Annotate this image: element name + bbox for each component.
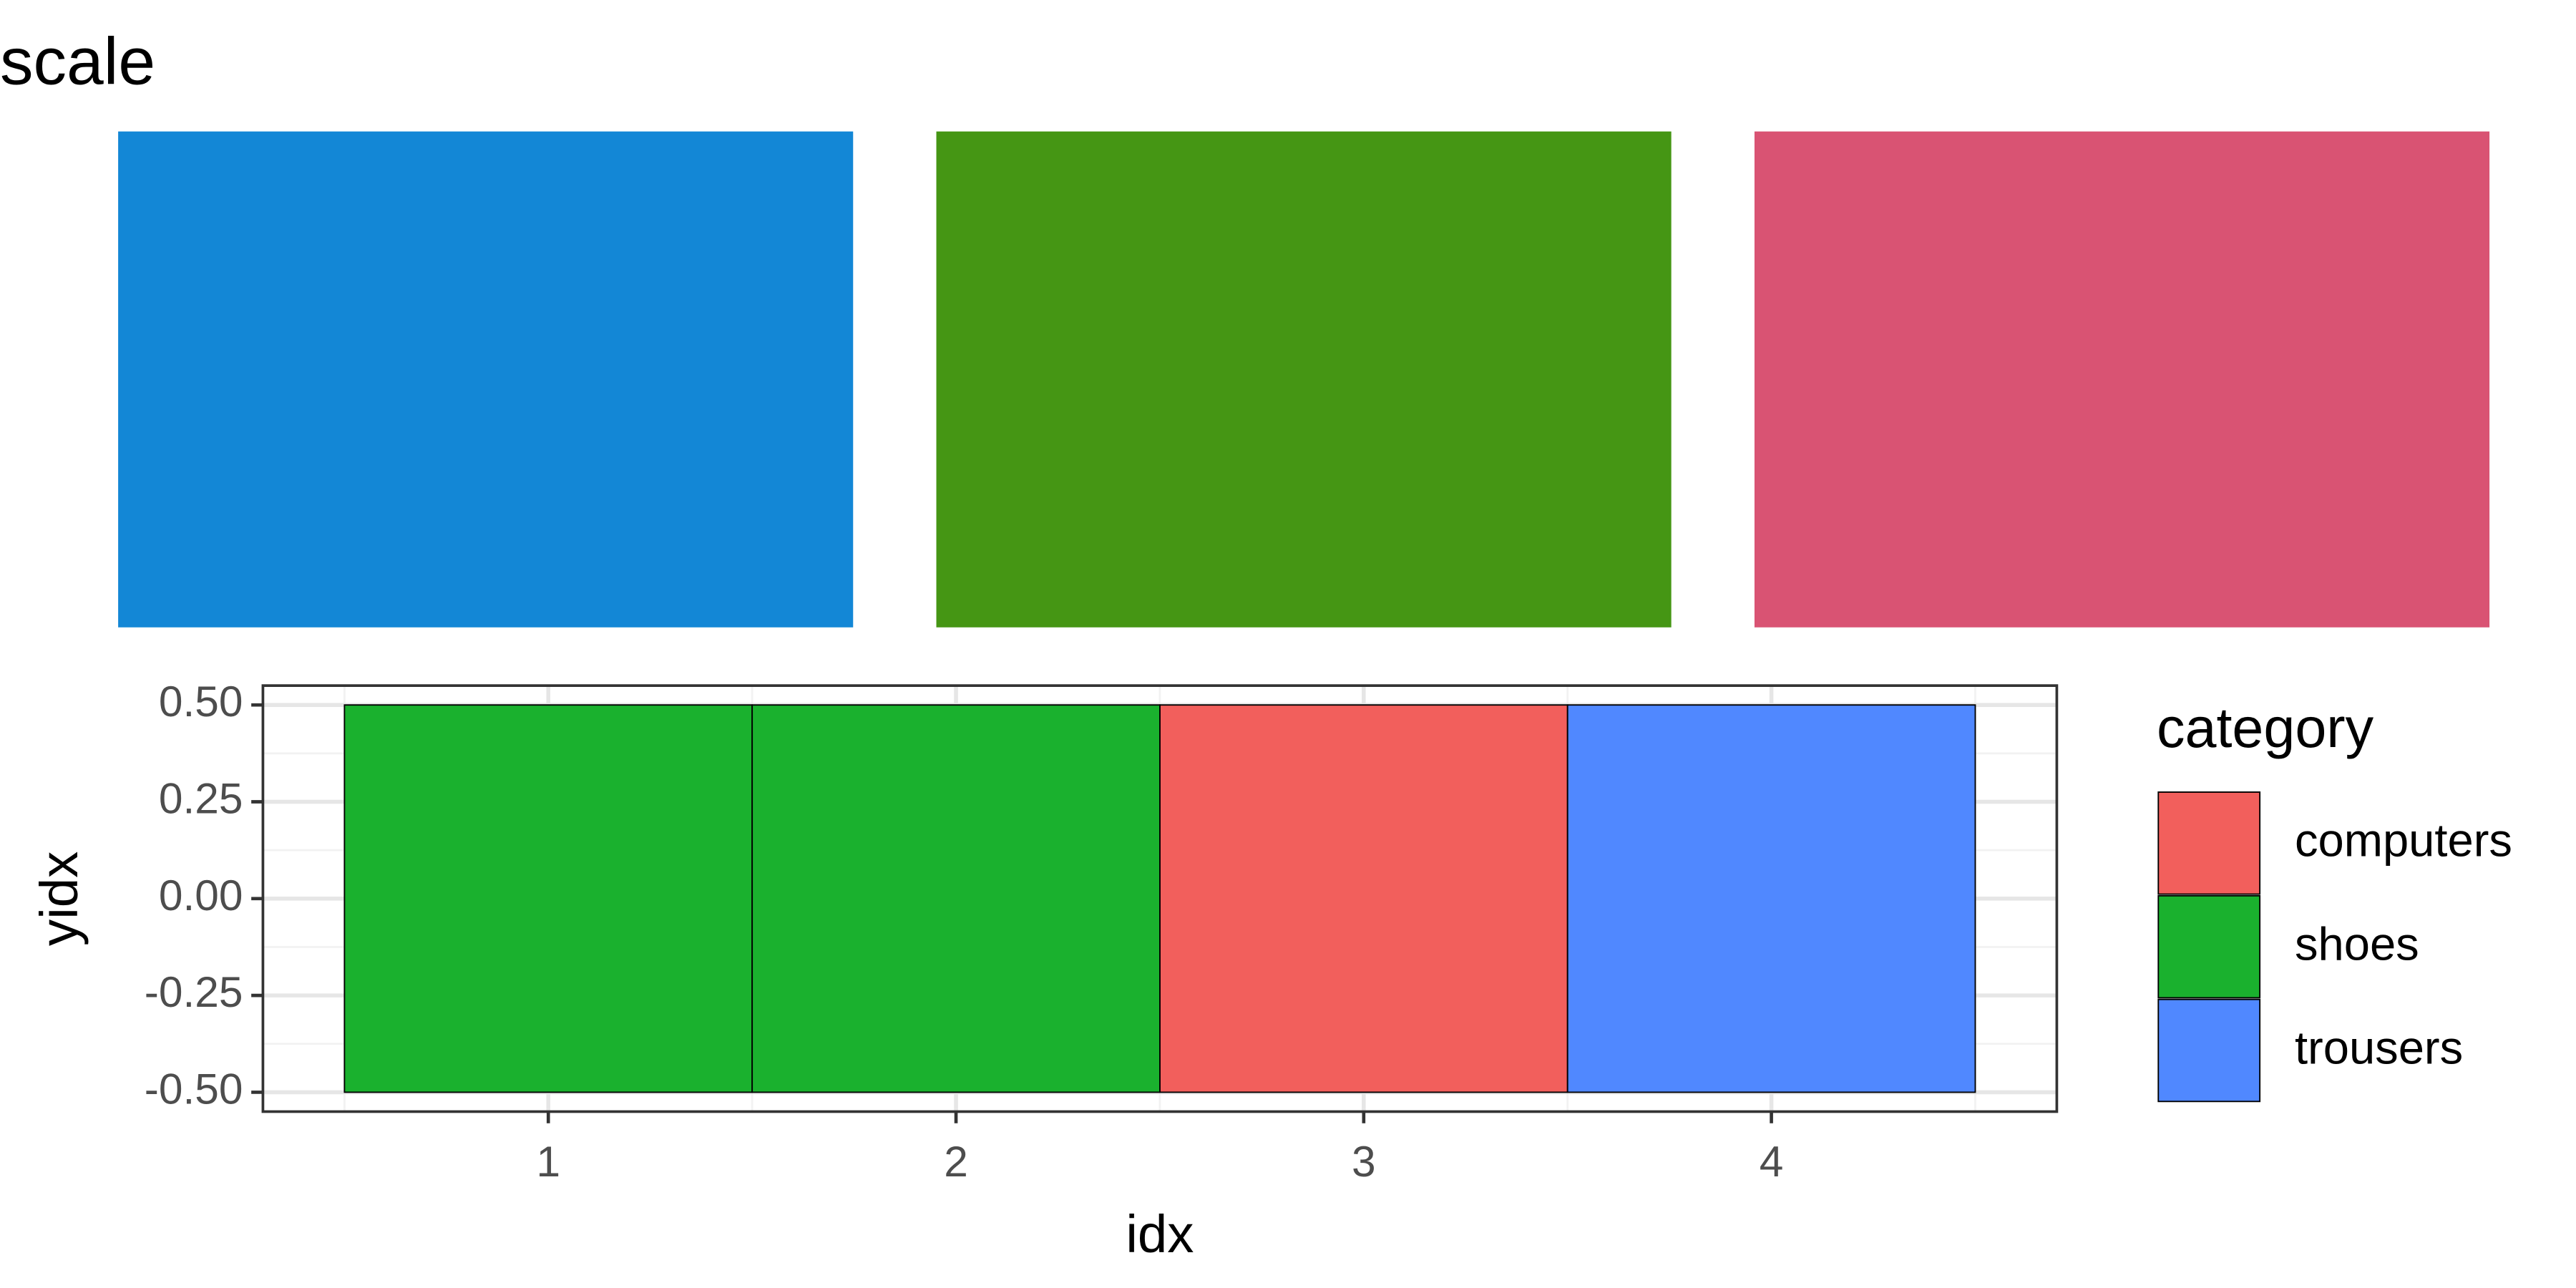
tile: [343, 704, 753, 1093]
tile: [1159, 704, 1568, 1093]
x-axis-title: idx: [1126, 1204, 1194, 1264]
y-tick-label: 0.50: [159, 677, 243, 726]
x-tick-label: 2: [944, 1137, 968, 1186]
y-tick-label: 0.25: [159, 774, 243, 822]
x-tick-label: 3: [1352, 1137, 1376, 1186]
swatch: [936, 131, 1672, 628]
y-axis-title: yidx: [29, 852, 89, 946]
swatch: [1754, 131, 2490, 628]
y-tick-label: -0.25: [145, 967, 243, 1016]
legend-label: trousers: [2295, 1021, 2463, 1073]
y-tick-label: -0.50: [145, 1064, 243, 1113]
legend-key: [2157, 998, 2261, 1103]
legend-key: [2157, 791, 2261, 895]
legend-label: shoes: [2295, 918, 2419, 970]
legend-key: [2157, 894, 2261, 999]
tile: [1566, 704, 1976, 1093]
legend-title: category: [2157, 696, 2374, 759]
tile: [751, 704, 1161, 1093]
legend-label: computers: [2295, 814, 2512, 867]
y-tick-label: 0.00: [159, 871, 243, 919]
x-tick-label: 1: [536, 1137, 560, 1186]
swatch: [118, 131, 854, 628]
x-tick-label: 4: [1760, 1137, 1784, 1186]
palette-title: scale: [0, 24, 155, 99]
